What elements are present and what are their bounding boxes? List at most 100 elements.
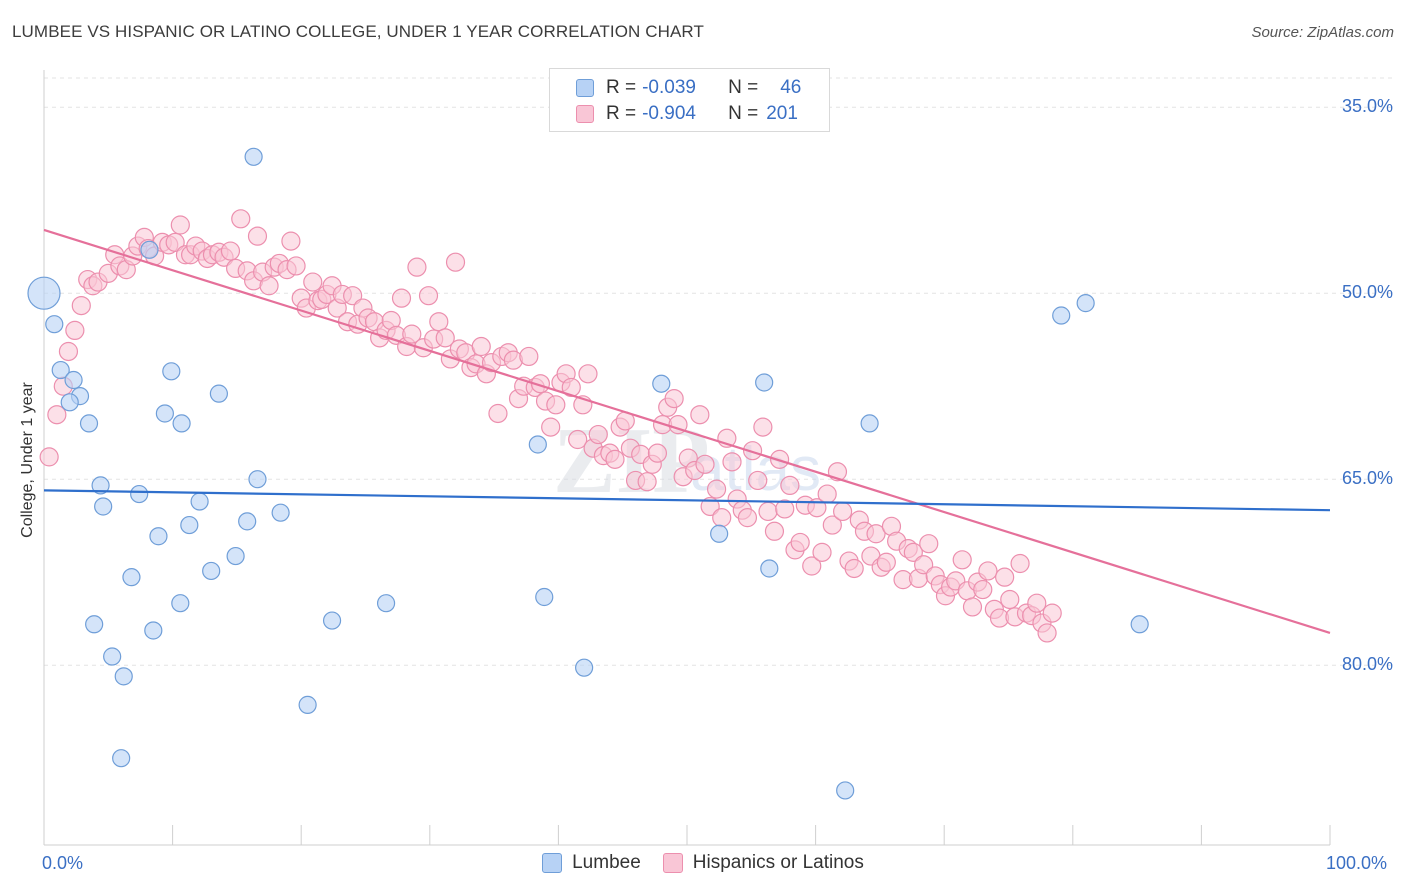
lumbee-point bbox=[710, 524, 729, 543]
series-hispanics-points bbox=[39, 209, 1062, 643]
hispanics-point bbox=[303, 272, 323, 292]
lumbee-swatch bbox=[576, 79, 594, 97]
lumbee-point bbox=[1130, 615, 1149, 634]
legend-row-lumbee: R = -0.039 N = 46 bbox=[576, 76, 801, 100]
lumbee-point bbox=[114, 667, 133, 686]
lumbee-point bbox=[836, 781, 855, 800]
legend-label: Lumbee bbox=[572, 852, 641, 873]
hispanics-point bbox=[903, 542, 923, 562]
lumbee-point bbox=[103, 647, 122, 666]
y-tick-label: 80.0% bbox=[1341, 654, 1393, 675]
hispanics-point bbox=[471, 336, 491, 357]
hispanics-point bbox=[758, 501, 778, 522]
hispanics-point bbox=[58, 341, 79, 362]
lumbee-point bbox=[60, 393, 79, 412]
lumbee-point bbox=[149, 527, 168, 546]
lumbee-point bbox=[1076, 294, 1095, 313]
lumbee-point bbox=[652, 374, 671, 393]
lumbee-point bbox=[155, 404, 174, 423]
hispanics-point bbox=[876, 552, 896, 572]
hispanics-point bbox=[802, 556, 822, 576]
hispanics-point bbox=[995, 567, 1015, 587]
hispanics-point bbox=[764, 521, 785, 541]
lumbee-trend-line bbox=[43, 489, 1331, 512]
legend-n-value: 46 bbox=[780, 77, 802, 98]
lumbee-point bbox=[27, 276, 61, 310]
lumbee-point bbox=[860, 414, 879, 433]
hispanics-point bbox=[817, 484, 837, 504]
legend-r-value: -0.904 bbox=[642, 103, 696, 124]
legend-r-label: R = bbox=[606, 103, 637, 124]
hispanics-point bbox=[664, 389, 684, 409]
lumbee-point bbox=[130, 484, 149, 504]
gridlines bbox=[44, 77, 1392, 666]
lumbee-point bbox=[64, 370, 83, 390]
hispanics-point bbox=[833, 501, 853, 522]
hispanics-point bbox=[1042, 603, 1062, 623]
lumbee-point bbox=[51, 360, 70, 380]
lumbee-point bbox=[376, 594, 396, 613]
hispanics-point bbox=[914, 555, 934, 575]
hispanics-point bbox=[780, 475, 800, 495]
lumbee-point bbox=[180, 515, 199, 535]
legend-item-lumbee[interactable]: Lumbee bbox=[542, 852, 641, 874]
hispanics-point bbox=[695, 454, 715, 474]
lumbee-point bbox=[271, 503, 290, 522]
hispanics-point bbox=[822, 515, 842, 535]
hispanics-point bbox=[429, 312, 449, 332]
lumbee-point bbox=[298, 695, 317, 714]
lumbee-point bbox=[94, 497, 113, 516]
hispanics-point bbox=[259, 276, 279, 296]
lumbee-point bbox=[79, 414, 99, 433]
lumbee-point bbox=[755, 373, 774, 392]
hispanics-point bbox=[281, 231, 301, 251]
hispanics-point bbox=[402, 324, 422, 344]
hispanics-point bbox=[748, 470, 768, 491]
x-tick-max: 100.0% bbox=[1326, 853, 1388, 873]
hispanics-point bbox=[700, 496, 720, 517]
hispanics-point bbox=[568, 429, 588, 450]
y-tick-label: 50.0% bbox=[1341, 282, 1393, 303]
lumbee-point bbox=[202, 561, 221, 581]
hispanics-point bbox=[488, 403, 508, 424]
hispanics-point bbox=[706, 479, 727, 499]
hispanics-point bbox=[1027, 593, 1047, 613]
legend-n-label: N = bbox=[728, 77, 759, 98]
source-label: Source: ZipAtlas.com bbox=[1251, 24, 1394, 41]
legend-row-hispanics: R = -0.904 N = 201 bbox=[576, 102, 798, 126]
hispanics-point bbox=[775, 499, 795, 519]
lumbee-point bbox=[122, 568, 141, 587]
legend-label: Hispanics or Latinos bbox=[692, 852, 864, 873]
hispanics-point bbox=[978, 561, 998, 581]
lumbee-point bbox=[112, 749, 131, 768]
trend-lines bbox=[43, 228, 1331, 635]
chart-title: LUMBEE VS HISPANIC OR LATINO COLLEGE, UN… bbox=[12, 22, 704, 41]
lumbee-point bbox=[226, 546, 245, 566]
lumbee-point bbox=[760, 559, 779, 578]
lumbee-point bbox=[162, 362, 181, 381]
lumbee-point bbox=[528, 435, 547, 454]
lumbee-point bbox=[322, 611, 342, 630]
hispanics-point bbox=[231, 209, 251, 229]
hispanics-point bbox=[407, 257, 427, 277]
lumbee-point bbox=[244, 147, 263, 166]
lumbee-point bbox=[535, 587, 554, 607]
lumbee-point bbox=[85, 615, 104, 634]
hispanics-point bbox=[519, 346, 539, 367]
hispanics-point bbox=[220, 241, 241, 261]
hispanics-point bbox=[722, 452, 742, 472]
hispanics-point bbox=[170, 215, 190, 235]
y-tick-label: 35.0% bbox=[1341, 96, 1393, 117]
hispanics-point bbox=[605, 449, 625, 469]
hispanics-point bbox=[47, 405, 67, 425]
legend-item-hispanics[interactable]: Hispanics or Latinos bbox=[662, 852, 864, 874]
bottom-legend: Lumbee Hispanics or Latinos bbox=[0, 852, 1406, 874]
legend-r-value: -0.039 bbox=[642, 77, 696, 98]
lumbee-point bbox=[171, 594, 190, 613]
lumbee-point bbox=[575, 658, 594, 677]
legend-n-label: N = bbox=[728, 103, 759, 124]
lumbee-point bbox=[1052, 306, 1071, 325]
lumbee-point bbox=[91, 476, 110, 495]
hispanics-point bbox=[1000, 589, 1020, 610]
hispanics-point bbox=[1037, 623, 1057, 643]
